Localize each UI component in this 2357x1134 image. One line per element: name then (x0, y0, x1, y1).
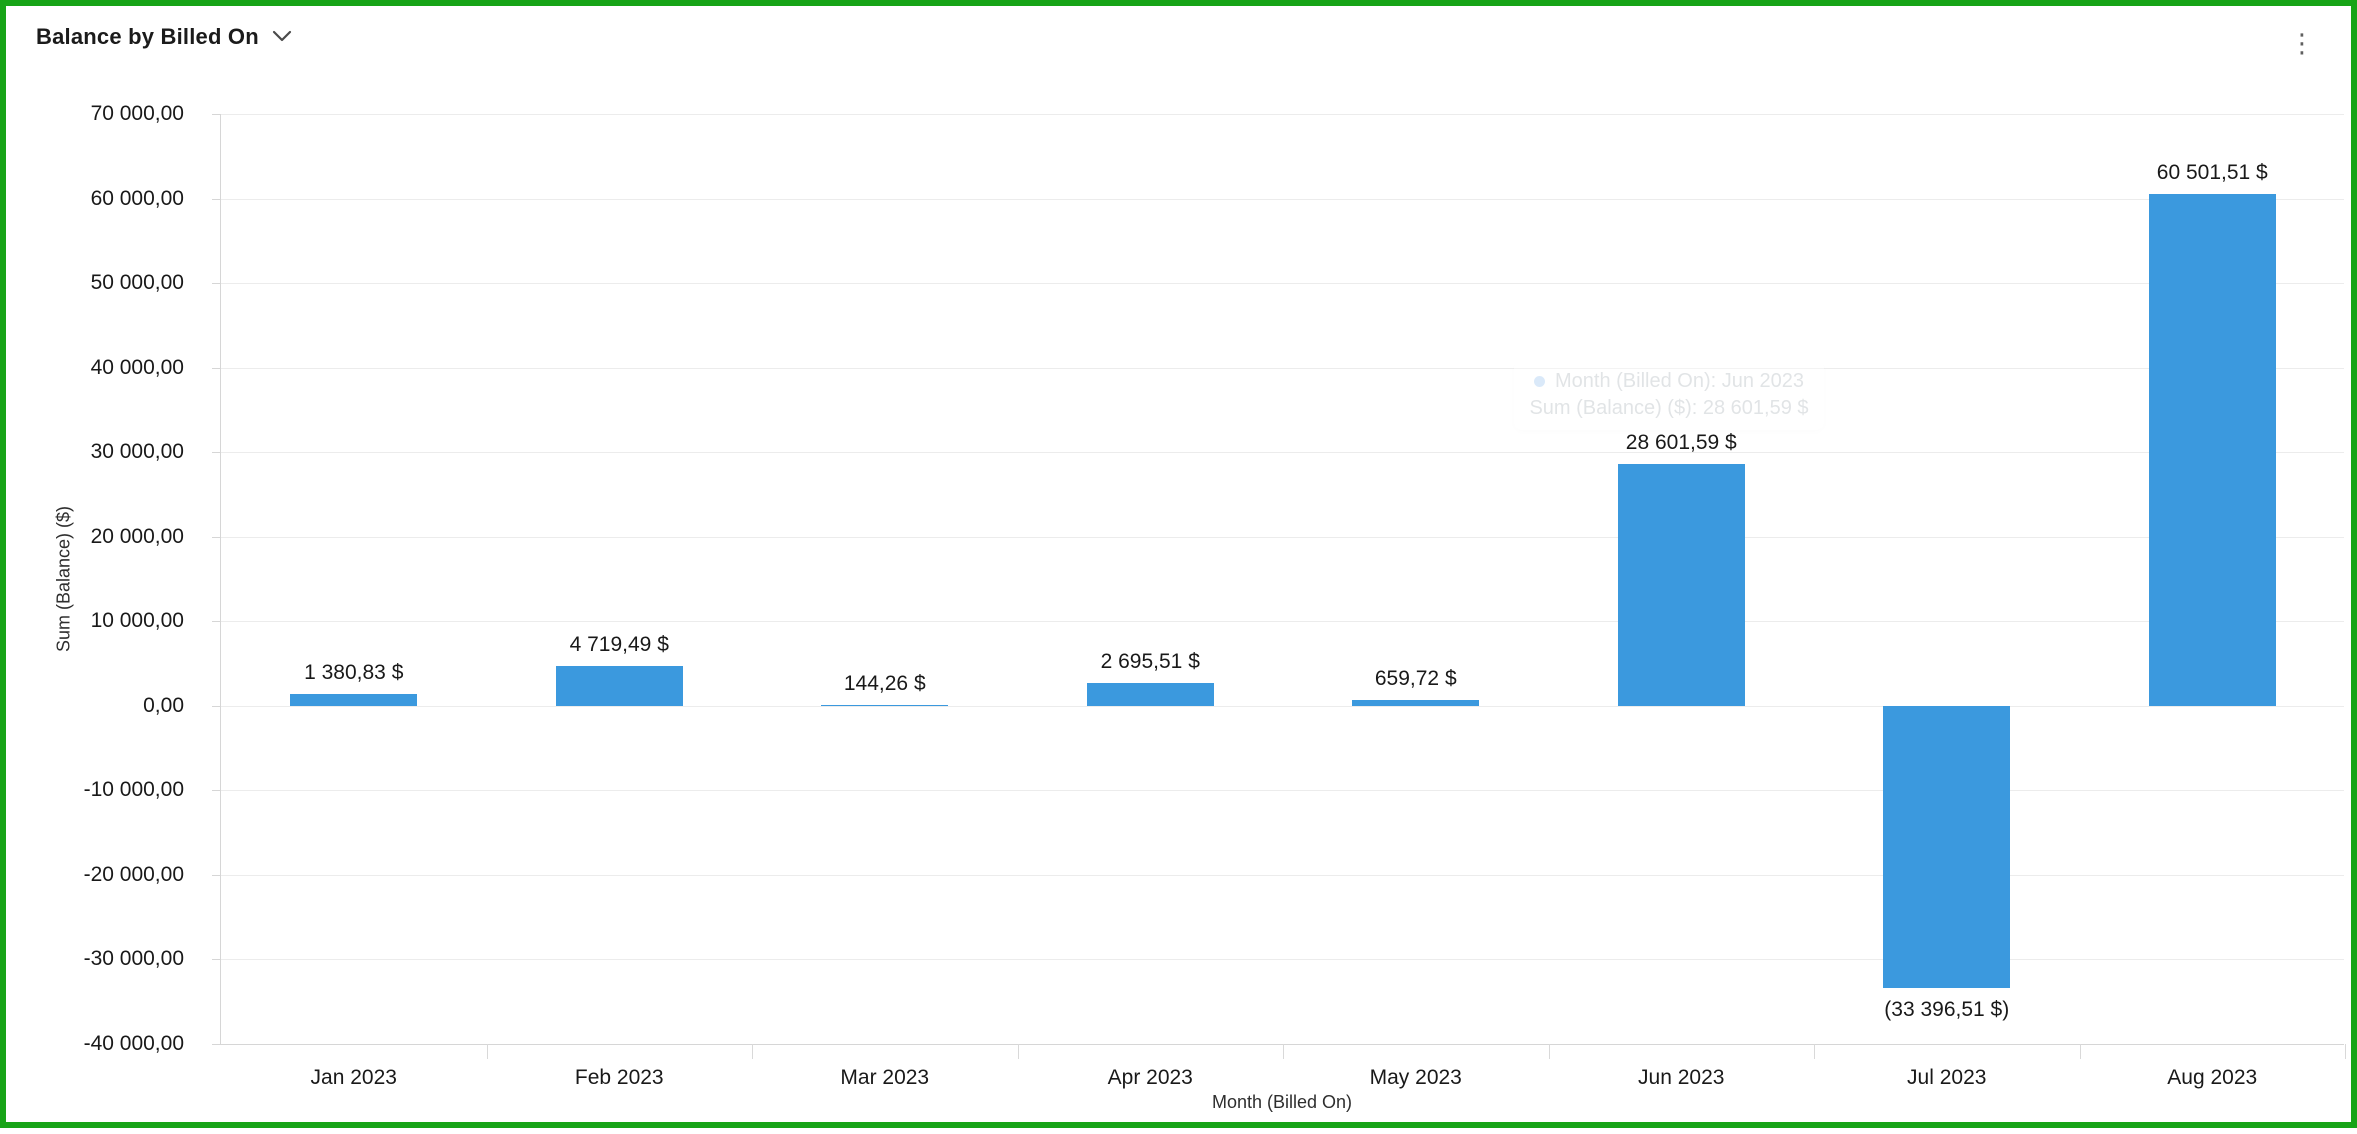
chevron-down-glyph (272, 30, 291, 42)
bar-mar-2023[interactable] (821, 704, 949, 707)
y-tick (212, 790, 221, 792)
x-tick (1814, 1044, 1815, 1059)
x-tick (2345, 1044, 2346, 1059)
y-axis-title: Sum (Balance) ($) (53, 505, 74, 653)
x-axis-tick-label: Mar 2023 (840, 1066, 930, 1089)
x-axis-tick-label: Jul 2023 (1907, 1066, 1987, 1089)
y-tick (212, 114, 221, 115)
y-axis-labels: 70 000,00 60 000,00 50 000,00 40 000,00 30 0… (6, 6, 202, 1134)
y-axis-tick-label: 50 000,00 (90, 271, 184, 295)
x-axis-tick-label: Jun 2023 (1638, 1066, 1725, 1089)
x-tick (1548, 1044, 1550, 1059)
bar-value-label: 2 695,51 $ (1100, 650, 1200, 674)
bar-jun-2023[interactable] (1617, 464, 1745, 706)
x-tick (2079, 1044, 2081, 1059)
x-axis-tick-label: Aug 2023 (2167, 1066, 2258, 1089)
gridline (221, 1044, 2344, 1045)
x-axis-tick-label: Feb 2023 (574, 1066, 664, 1089)
gridline (221, 705, 2344, 707)
gridline (221, 452, 2344, 454)
x-tick (1283, 1044, 1284, 1059)
y-axis-tick-label: -10 000,00 (83, 778, 184, 802)
bar-value-label: (33 396,51 $) (1884, 998, 2010, 1022)
y-tick (212, 621, 221, 623)
gridline (221, 114, 2344, 115)
y-tick (212, 705, 221, 707)
bar-value-label: 4 719,49 $ (569, 632, 669, 656)
gridline (221, 790, 2344, 792)
y-tick (212, 367, 221, 369)
chart-title[interactable]: Balance by Billed On (36, 24, 259, 49)
gridline (221, 198, 2344, 200)
chevron-down-icon[interactable] (271, 29, 293, 48)
y-axis-tick-label: 0,00 (143, 693, 184, 717)
y-axis-tick-label: 70 000,00 (90, 102, 184, 125)
more-actions-icon[interactable]: ⋮ (2289, 28, 2315, 58)
bar-feb-2023[interactable] (555, 665, 683, 706)
bar-may-2023[interactable] (1352, 700, 1480, 706)
plot-area: 1 380,83 $ Jan 2023 4 719,49 $ Feb 2023 144,… (212, 114, 2346, 1089)
bar-value-label: 659,72 $ (1374, 667, 1457, 691)
y-tick (212, 959, 221, 961)
x-tick (752, 1044, 753, 1059)
bar-aug-2023[interactable] (2148, 194, 2276, 706)
y-tick (212, 536, 221, 538)
gridline (221, 367, 2344, 369)
y-tick (212, 452, 221, 454)
bar-value-label: 28 601,59 $ (1625, 431, 1737, 454)
gridline (221, 283, 2344, 285)
widget-header: Balance by Billed On (36, 24, 293, 50)
bar-jan-2023[interactable] (290, 694, 418, 706)
x-tick (1017, 1044, 1019, 1059)
y-axis-tick-label: 60 000,00 (90, 186, 184, 210)
gridline (221, 621, 2344, 623)
y-axis-tick-label: 30 000,00 (90, 440, 184, 464)
x-axis-tick-label: May 2023 (1369, 1066, 1462, 1089)
x-axis-title: Month (Billed On) (1211, 1092, 1353, 1112)
x-tick (486, 1044, 488, 1059)
x-axis-tick-label: Jan 2023 (310, 1066, 397, 1089)
y-axis-tick-label: -40 000,00 (83, 1032, 184, 1055)
y-tick (212, 1044, 221, 1045)
bar-chart: 70 000,00 60 000,00 50 000,00 40 000,00 30 0… (6, 6, 2351, 1122)
gridline (221, 959, 2344, 961)
y-axis-tick-label: 40 000,00 (90, 355, 184, 379)
gridline (221, 536, 2344, 538)
x-axis-tick-label: Apr 2023 (1107, 1066, 1193, 1089)
gridline (221, 874, 2344, 876)
bar-value-label: 60 501,51 $ (2156, 161, 2268, 185)
y-tick (212, 874, 221, 876)
bar-apr-2023[interactable] (1086, 683, 1214, 706)
bar-value-label: 1 380,83 $ (304, 661, 404, 685)
bar-value-label: 144,26 $ (843, 671, 926, 695)
y-tick (212, 198, 221, 200)
y-tick (212, 283, 221, 285)
y-axis-tick-label: 10 000,00 (90, 609, 184, 633)
bar-jul-2023[interactable] (1883, 705, 2011, 989)
y-axis-tick-label: 20 000,00 (90, 524, 184, 548)
y-axis-tick-label: -20 000,00 (83, 862, 184, 886)
y-axis-tick-label: -30 000,00 (83, 947, 184, 971)
